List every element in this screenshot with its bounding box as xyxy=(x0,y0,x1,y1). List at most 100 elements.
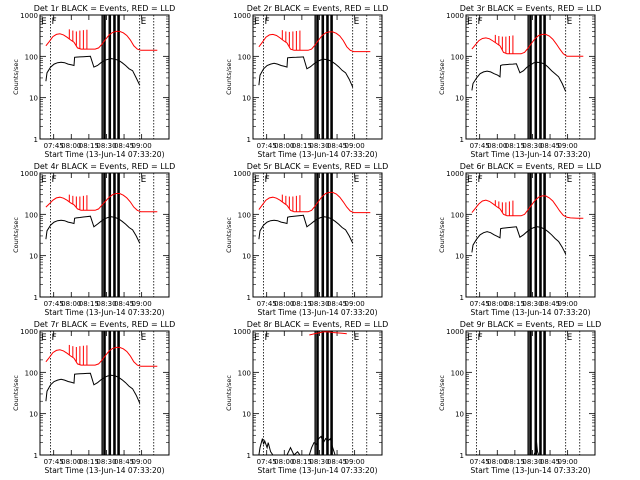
x-tick-label: 08:15 xyxy=(79,142,99,150)
panel-title: Det 1r BLACK = Events, RED = LLD xyxy=(34,4,176,13)
y-tick-label: 1 xyxy=(34,294,38,302)
x-tick-label: 08:15 xyxy=(505,458,525,466)
marker-label: E xyxy=(567,17,573,27)
series-lld xyxy=(45,346,158,367)
y-tick-label: 10 xyxy=(242,411,251,419)
x-tick-label: 08:00 xyxy=(487,458,507,466)
x-tick-label: 08:30 xyxy=(309,142,329,150)
x-tick-label: 08:15 xyxy=(292,458,312,466)
marker-label: E xyxy=(254,175,260,185)
marker-label: E xyxy=(567,333,573,343)
marker-label: F xyxy=(478,333,483,343)
marker-label: E xyxy=(254,333,260,343)
detector-panel-6: Det 6r BLACK = Events, RED = LLD 1 10 100 10… xyxy=(438,162,601,317)
x-tick-label: 07:45 xyxy=(257,142,277,150)
series-events xyxy=(45,215,141,244)
x-axis-label: Start Time (13-Jun-14 07:33:20) xyxy=(45,466,165,475)
y-axis-label: Counts/sec xyxy=(225,217,233,253)
x-tick-label: 09:00 xyxy=(345,458,365,466)
x-tick-label: 08:00 xyxy=(487,142,507,150)
y-axis-label: Counts/sec xyxy=(438,217,446,253)
y-tick-label: 100 xyxy=(25,53,38,61)
x-tick-label: 09:00 xyxy=(558,458,578,466)
y-tick-label: 10 xyxy=(455,253,464,261)
marker-label: E xyxy=(141,333,147,343)
marker-label: F xyxy=(478,175,483,185)
marker-label: E xyxy=(41,175,47,185)
detector-panel-4: Det 4r BLACK = Events, RED = LLD 1 10 100 10… xyxy=(12,162,175,317)
marker-label: F xyxy=(265,333,270,343)
y-tick-label: 1 xyxy=(460,452,464,460)
series-events xyxy=(258,435,336,456)
x-tick-label: 08:30 xyxy=(309,458,329,466)
y-tick-label: 1 xyxy=(247,452,251,460)
x-tick-label: 08:30 xyxy=(309,300,329,308)
x-tick-label: 08:00 xyxy=(274,458,294,466)
x-tick-label: 08:45 xyxy=(540,458,560,466)
panel-title: Det 6r BLACK = Events, RED = LLD xyxy=(460,162,602,171)
x-tick-label: 08:45 xyxy=(540,142,560,150)
panel-title: Det 8r BLACK = Events, RED = LLD xyxy=(247,320,389,329)
x-tick-label: 07:45 xyxy=(44,458,64,466)
marker-label: E xyxy=(254,17,260,27)
marker-label: E xyxy=(41,17,47,27)
x-tick-label: 09:00 xyxy=(558,300,578,308)
x-axis-label: Start Time (13-Jun-14 07:33:20) xyxy=(258,466,378,475)
x-tick-label: 07:45 xyxy=(470,300,490,308)
x-tick-label: 09:00 xyxy=(132,300,152,308)
x-axis-label: Start Time (13-Jun-14 07:33:20) xyxy=(471,308,591,317)
y-tick-label: 1000 xyxy=(20,328,38,336)
y-tick-label: 10 xyxy=(29,411,38,419)
y-tick-label: 1000 xyxy=(20,170,38,178)
x-tick-label: 08:30 xyxy=(96,458,116,466)
series-events xyxy=(471,61,567,92)
x-tick-label: 08:45 xyxy=(540,300,560,308)
marker-label: F xyxy=(52,333,57,343)
marker-label: E xyxy=(141,175,147,185)
x-tick-label: 07:45 xyxy=(470,142,490,150)
x-tick-label: 08:30 xyxy=(522,300,542,308)
detector-panel-9: Det 9r BLACK = Events, RED = LLD 1 10 100 10… xyxy=(438,320,601,475)
series-events xyxy=(258,56,354,88)
x-axis-label: Start Time (13-Jun-14 07:33:20) xyxy=(471,150,591,159)
marker-label: E xyxy=(467,175,473,185)
marker-label: F xyxy=(265,17,270,27)
y-axis-label: Counts/sec xyxy=(438,375,446,411)
x-tick-label: 08:00 xyxy=(61,300,81,308)
y-tick-label: 10 xyxy=(242,253,251,261)
y-tick-label: 1000 xyxy=(446,170,464,178)
y-tick-label: 1 xyxy=(460,136,464,144)
y-tick-label: 1000 xyxy=(446,12,464,20)
detector-panel-5: Det 5r BLACK = Events, RED = LLD 1 10 100 10… xyxy=(225,162,388,317)
y-axis-label: Counts/sec xyxy=(12,217,20,253)
marker-label: E xyxy=(467,333,473,343)
detector-panel-8: Det 8r BLACK = Events, RED = LLD 1 10 100 10… xyxy=(225,320,388,475)
marker-label: E xyxy=(467,17,473,27)
y-tick-label: 100 xyxy=(238,369,251,377)
x-tick-label: 08:15 xyxy=(292,300,312,308)
x-tick-label: 08:00 xyxy=(61,142,81,150)
x-tick-label: 09:00 xyxy=(345,300,365,308)
x-tick-label: 07:45 xyxy=(257,300,277,308)
y-tick-label: 10 xyxy=(455,95,464,103)
x-tick-label: 08:15 xyxy=(505,300,525,308)
y-tick-label: 1000 xyxy=(233,328,251,336)
series-events xyxy=(45,55,141,86)
marker-label: E xyxy=(354,333,360,343)
series-events xyxy=(533,440,540,456)
x-tick-label: 08:30 xyxy=(96,142,116,150)
x-tick-label: 09:00 xyxy=(345,142,365,150)
y-tick-label: 100 xyxy=(25,211,38,219)
marker-label: E xyxy=(354,17,360,27)
x-tick-label: 08:15 xyxy=(505,142,525,150)
series-lld xyxy=(45,193,158,213)
marker-label: F xyxy=(52,17,57,27)
panel-title: Det 7r BLACK = Events, RED = LLD xyxy=(34,320,176,329)
y-tick-label: 1 xyxy=(247,136,251,144)
x-tick-label: 08:00 xyxy=(274,142,294,150)
series-events xyxy=(471,226,567,255)
y-tick-label: 10 xyxy=(29,253,38,261)
panel-title: Det 2r BLACK = Events, RED = LLD xyxy=(247,4,389,13)
x-tick-label: 07:45 xyxy=(470,458,490,466)
